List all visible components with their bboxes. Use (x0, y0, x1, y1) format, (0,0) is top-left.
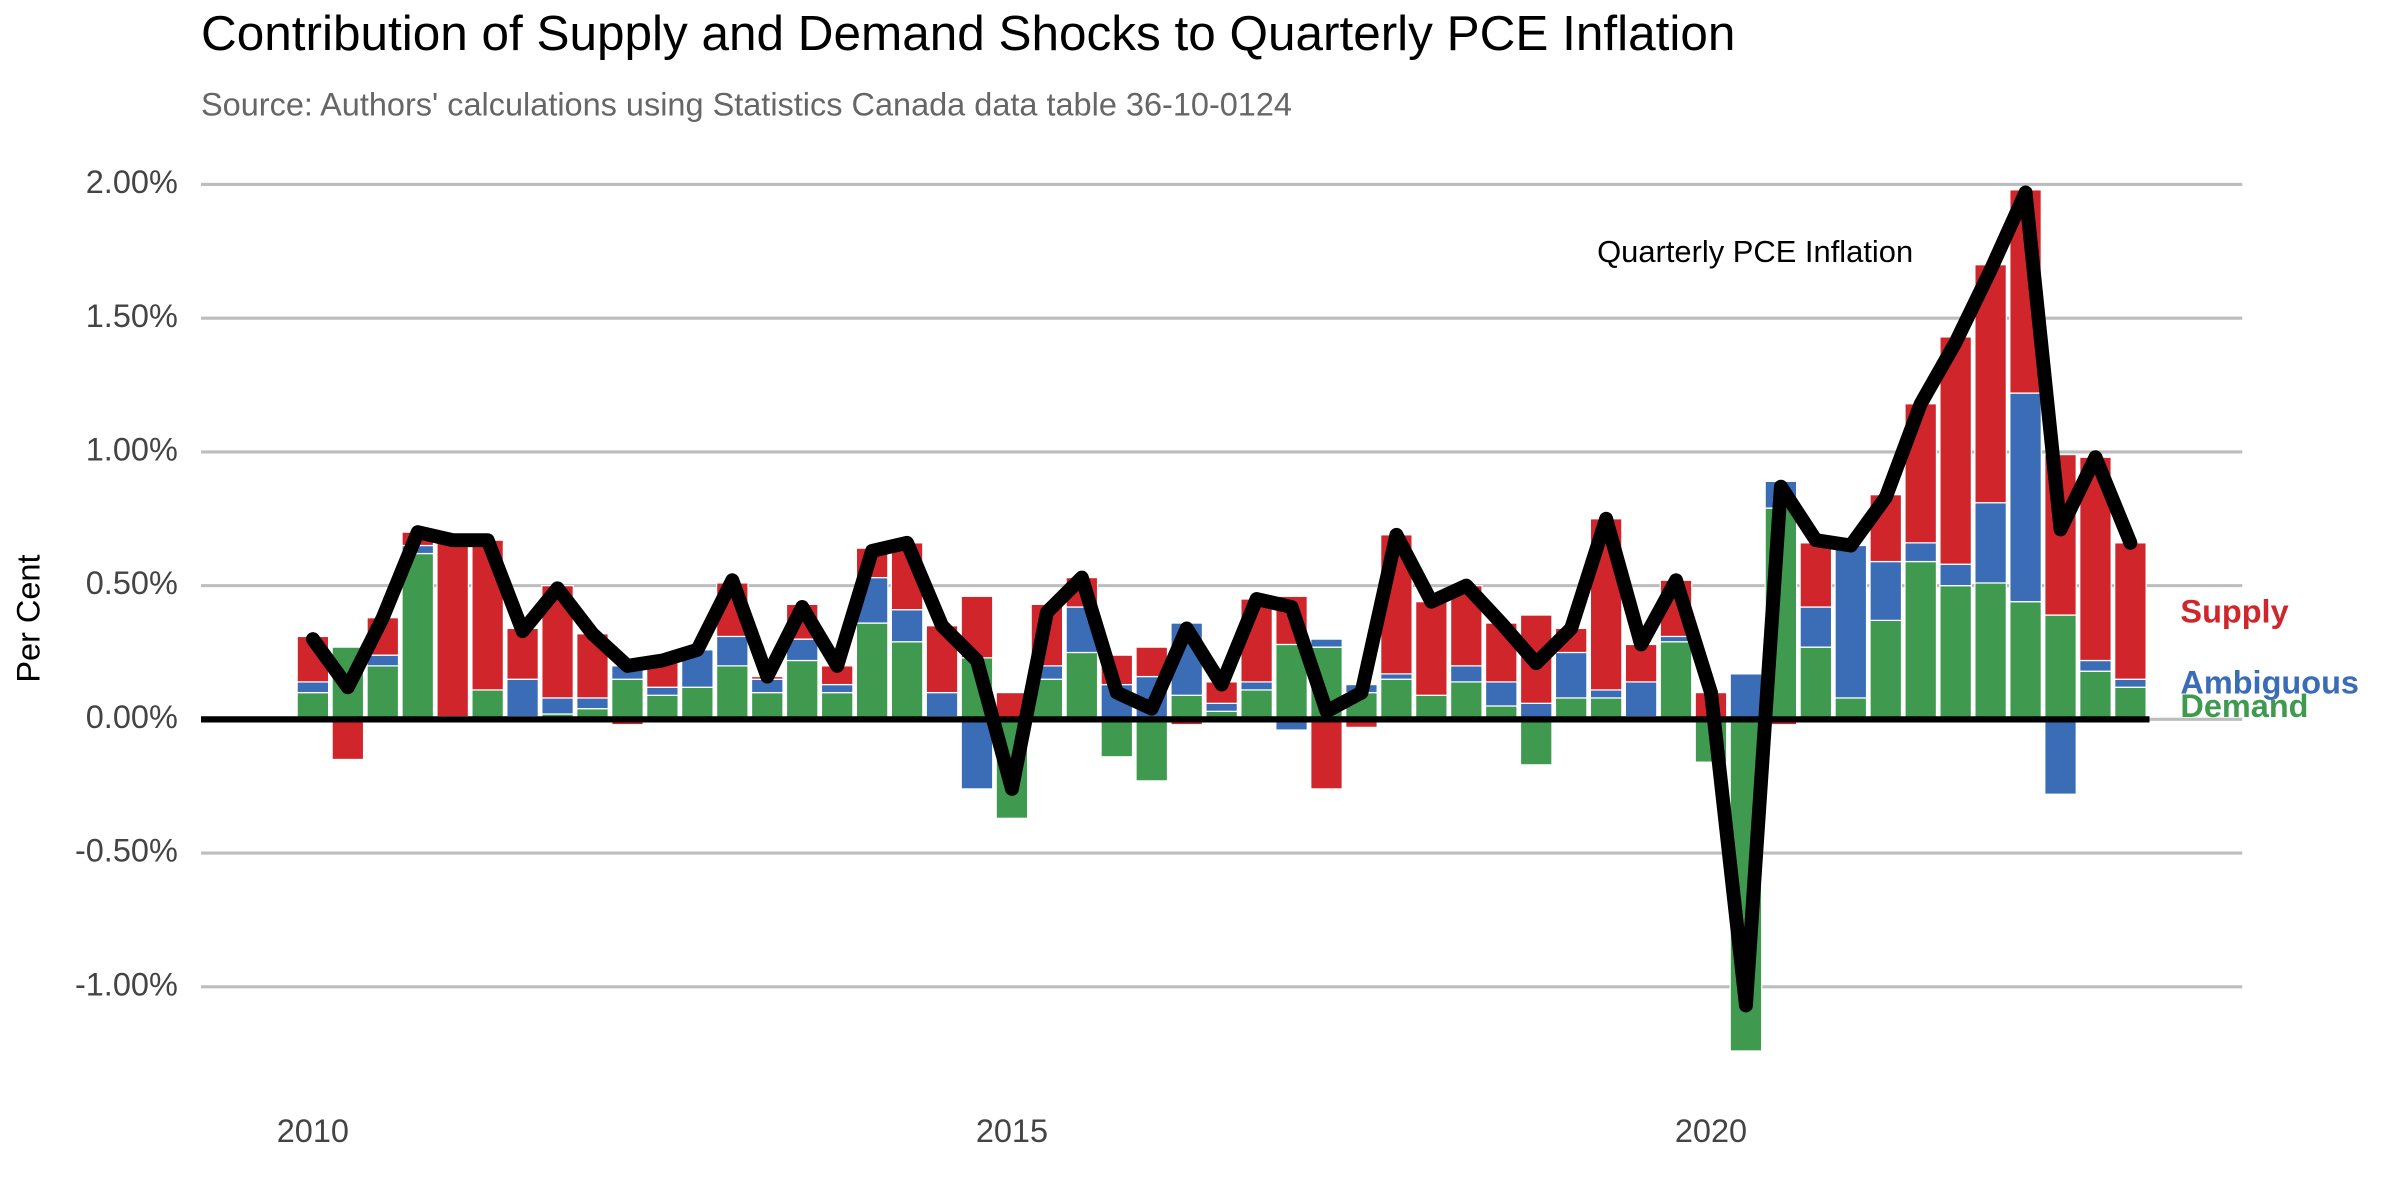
y-tick-label: -0.50% (75, 833, 178, 869)
inflation-line (305, 185, 2138, 1013)
bar-segment (1380, 678, 1413, 720)
bar-segment (2114, 686, 2147, 720)
bar-segment (1240, 681, 1273, 691)
bar-segment (2009, 392, 2042, 603)
bar-segment (506, 678, 539, 718)
bar-segment (1170, 694, 1204, 720)
bar-segment (1869, 560, 1903, 622)
bar-segment (1065, 651, 1099, 720)
bar-segment (1135, 718, 1169, 782)
bar-segment (541, 697, 574, 715)
bar-segment (1240, 689, 1273, 720)
bar-segment (1939, 336, 1973, 565)
bar-segment (1834, 544, 1868, 699)
y-tick-label: 1.50% (86, 298, 178, 334)
bar-segment (820, 683, 854, 694)
y-tick-label: -1.00% (75, 966, 178, 1002)
bar-segment (890, 609, 924, 643)
x-tick-label: 2020 (1675, 1113, 1747, 1149)
y-tick-label: 1.00% (86, 431, 178, 467)
bar-segment (2114, 542, 2147, 680)
bar-segment (1589, 689, 1623, 699)
bar-segment (1449, 681, 1483, 720)
bar-segment (296, 681, 330, 694)
bar-segment (1904, 560, 1938, 720)
bar-segment (1484, 681, 1518, 707)
bar-segment (366, 654, 400, 667)
bar-segment (401, 552, 435, 720)
bar-segment (1554, 697, 1588, 720)
bar-segment (925, 691, 959, 718)
bar-segment (960, 718, 994, 790)
bar-segment (820, 691, 854, 720)
bar-segment (1799, 606, 1833, 648)
bar-segment (715, 665, 749, 720)
bar-segment (681, 686, 714, 720)
bar-segment (2079, 659, 2112, 672)
bar-segment (1519, 718, 1553, 766)
bar-segment (436, 539, 470, 718)
bar-segment (1310, 718, 1343, 790)
legend-label: Supply (2180, 593, 2288, 629)
bar-segment (366, 665, 400, 720)
y-axis-label: Per Cent (11, 554, 47, 682)
bar-segment (2114, 678, 2147, 688)
bar-segment (1659, 641, 1693, 720)
bar-segment (1834, 697, 1868, 720)
x-tick-label: 2015 (976, 1113, 1048, 1149)
bar-segment (1939, 585, 1973, 720)
bar-segment (890, 641, 924, 720)
bar-segment (646, 686, 679, 696)
bar-segment (1974, 502, 2007, 584)
bar-segment (1205, 702, 1238, 712)
bar-segment (750, 691, 784, 720)
bar-segment (785, 659, 819, 720)
bar-segment (296, 691, 330, 720)
legend-label: Ambiguous (2180, 665, 2359, 701)
bar-segment (1729, 673, 1763, 720)
bar-segment (611, 678, 644, 720)
bar-segment (1310, 638, 1343, 648)
bar-segment (1380, 673, 1413, 680)
bar-segment (1415, 694, 1448, 720)
chart-subtitle: Source: Authors' calculations using Stat… (201, 86, 1292, 122)
bar-segment (2009, 601, 2042, 720)
bar-segment (1554, 651, 1588, 699)
bar-segment (1869, 619, 1903, 720)
bar-segment (855, 622, 889, 720)
bar-segment (646, 694, 679, 720)
bar-segment (715, 635, 749, 667)
legend-label: Demand (2180, 688, 2308, 724)
bar-segment (1624, 681, 1658, 718)
bar-segment (1415, 601, 1448, 696)
bar-segment (331, 718, 365, 761)
bar-segment (1974, 582, 2007, 720)
bar-segment (471, 689, 504, 720)
y-tick-label: 0.50% (86, 565, 178, 601)
bar-segment (576, 697, 609, 710)
bar-segment (2079, 670, 2112, 720)
chart-title: Contribution of Supply and Demand Shocks… (201, 6, 1735, 61)
x-tick-label: 2010 (277, 1113, 349, 1149)
bar-segment (1939, 563, 1973, 587)
y-tick-label: 2.00% (86, 164, 178, 200)
bar-segment (2044, 614, 2077, 720)
y-tick-label: 0.00% (86, 699, 178, 735)
line-annotation: Quarterly PCE Inflation (1597, 234, 1913, 269)
bar-segment (2044, 718, 2077, 795)
bar-segment (1100, 718, 1134, 758)
bar-segment (1799, 646, 1833, 720)
bar-segment (1904, 542, 1938, 563)
bar-segment (1449, 665, 1483, 683)
bar-segment (1799, 542, 1833, 608)
bar-segment (1589, 697, 1623, 720)
